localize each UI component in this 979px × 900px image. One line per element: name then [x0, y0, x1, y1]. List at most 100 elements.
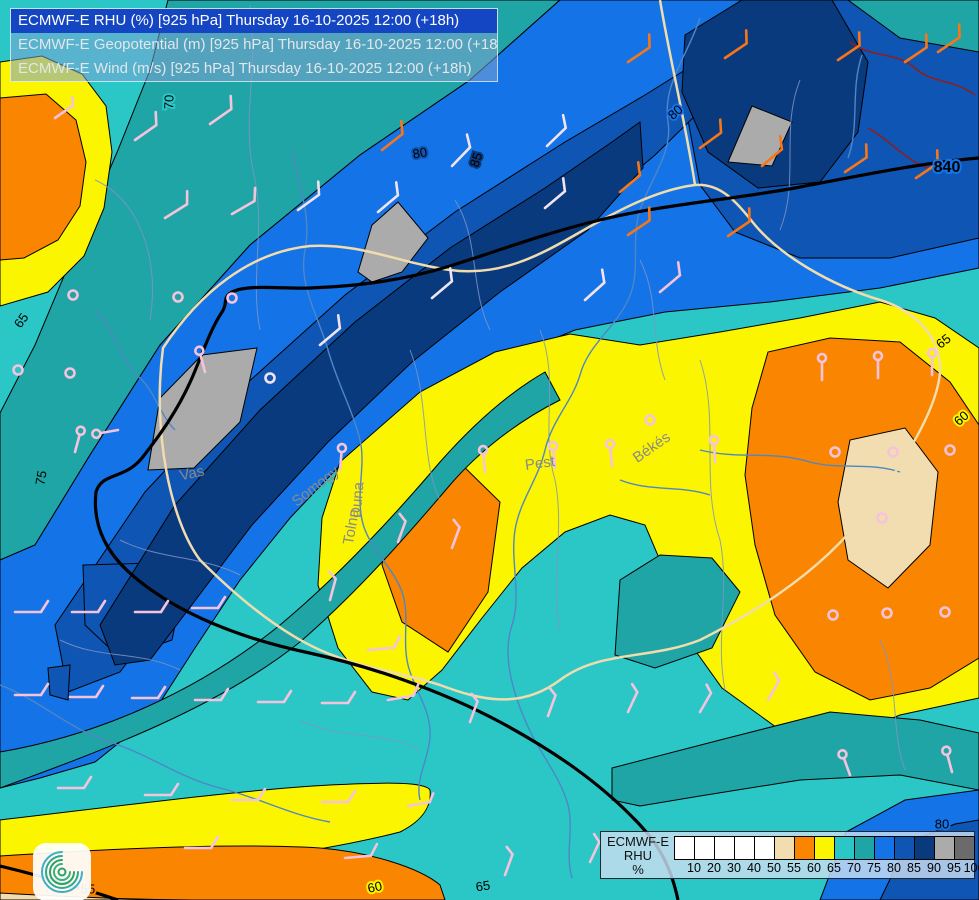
legend-color-box: [714, 836, 735, 860]
wind-barb-J: [450, 518, 461, 550]
wind-barb-L: [56, 775, 93, 790]
wind-barb-check: [836, 31, 861, 62]
wind-barb-calm: [829, 446, 841, 458]
wind-barb-pin: [73, 425, 86, 454]
wind-barb-L: [13, 599, 50, 614]
wind-barb-L: [320, 690, 357, 705]
wind-barb-check: [618, 161, 642, 194]
rh-region-85-90-core: [99, 121, 644, 666]
legend-color-box: [754, 836, 775, 860]
river-danube: [291, 149, 431, 801]
river-tisza: [507, 17, 701, 879]
wind-barb-J: [503, 845, 514, 877]
wind-barb-L: [343, 842, 379, 860]
legend-tick-value: 30: [727, 861, 741, 875]
geopotential-840-line: [93, 156, 979, 900]
contour-value-label: 85: [467, 150, 486, 168]
wind-barb-check: [163, 189, 189, 220]
border-hungary-north-spur: [658, 0, 697, 186]
rh-region-55-60-nw: [0, 93, 87, 261]
legend-color-box: [914, 836, 935, 860]
wind-barb-pin: [837, 749, 852, 777]
wind-barb-J: [766, 671, 781, 702]
wind-barb-check: [626, 33, 651, 64]
legend-tick-value: 60: [807, 861, 821, 875]
legend-color-box: [874, 836, 895, 860]
wind-barb-check: [545, 113, 568, 148]
wind-barb-calm: [264, 372, 276, 384]
wind-barb-calm: [944, 444, 956, 456]
river-small-3: [619, 479, 711, 496]
agency-logo: [33, 843, 91, 900]
rh-region-55-60-s-strip: [0, 845, 446, 900]
wind-barb-check: [208, 94, 233, 126]
wind-barb-pin: [926, 347, 938, 377]
wind-barb-pin: [872, 350, 884, 380]
river-small-2: [847, 54, 863, 159]
wind-barbs-layer: [12, 23, 961, 877]
wind-barb-check: [936, 23, 961, 54]
legend-panel: ECMWF-E RHU % 10 20 30 40 50 55 60 65 70 75 80 85 90…: [600, 831, 979, 879]
wind-barb-J: [546, 686, 557, 718]
legend-color-box: [954, 836, 975, 860]
contour-value-label: 60: [366, 878, 383, 896]
legend-color-box: [694, 836, 715, 860]
legend-tick-value: 50: [767, 861, 781, 875]
legend-tick-value: 70: [847, 861, 861, 875]
legend-unit-label: %: [632, 862, 644, 877]
legend-tick-value: 40: [747, 861, 761, 875]
legend-tick-value: 100: [963, 861, 979, 875]
wind-barb-calm: [226, 292, 238, 304]
wind-barb-pin: [477, 444, 489, 474]
wind-barb-half: [53, 96, 75, 120]
wind-barb-L: [190, 595, 227, 610]
wind-barb-L: [256, 689, 293, 704]
contour-value-label: 80: [411, 144, 428, 161]
title-line-geopotential: ECMWF-E Geopotential (m) [925 hPa] Thurs…: [11, 33, 497, 57]
wind-barb-pin: [91, 428, 120, 440]
legend-color-box: [734, 836, 755, 860]
wind-barb-L: [130, 685, 167, 700]
wind-barb-L: [320, 789, 357, 804]
wind-barb-check: [658, 261, 682, 294]
legend-tick-value: 65: [827, 861, 841, 875]
wind-barb-J: [698, 683, 713, 714]
rh-region-85-90-ne-blob: [681, 0, 869, 189]
legend-tick-value: 90: [927, 861, 941, 875]
wind-barb-pin: [547, 440, 559, 470]
region-name-label: Duna: [347, 481, 367, 519]
wind-barb-pin: [816, 352, 828, 382]
river-small-1: [94, 309, 176, 431]
wind-barb-L: [13, 682, 50, 697]
wind-barb-check: [380, 119, 404, 152]
wind-barb-calm: [881, 607, 893, 619]
legend-model-label: ECMWF-E: [606, 834, 670, 849]
contour-value-label: 80: [935, 816, 949, 831]
wind-barb-pin: [708, 434, 720, 464]
wind-barb-calm: [876, 512, 888, 524]
wind-barb-L: [143, 782, 180, 797]
wind-barb-check: [430, 267, 454, 300]
wind-barb-calm: [887, 446, 899, 458]
rh-region-70-75-sw-band: [0, 371, 561, 789]
wind-barb-J: [588, 832, 601, 864]
region-name-label: Tolna: [340, 507, 363, 546]
legend-tick-value: 85: [907, 861, 921, 875]
region-name-label: Vas: [178, 463, 206, 485]
wind-barb-check: [450, 133, 472, 168]
title-line-rhu: ECMWF-E RHU (%) [925 hPa] Thursday 16-10…: [11, 9, 497, 33]
wind-barb-calm: [172, 291, 184, 303]
rh-region-50-55-east: [837, 427, 939, 589]
border-foreign-1: [849, 41, 976, 96]
wind-barb-calm: [644, 414, 656, 426]
wind-barb-check: [318, 314, 342, 347]
wind-barb-L: [230, 787, 267, 802]
spiral-logo-icon: [33, 843, 91, 900]
wind-barb-pin: [194, 345, 207, 374]
legend-color-box: [794, 836, 815, 860]
wind-barb-L: [133, 599, 170, 614]
geopotential-value-label: 840: [934, 159, 961, 176]
legend-color-box: [814, 836, 835, 860]
wind-barb-L: [193, 687, 230, 702]
